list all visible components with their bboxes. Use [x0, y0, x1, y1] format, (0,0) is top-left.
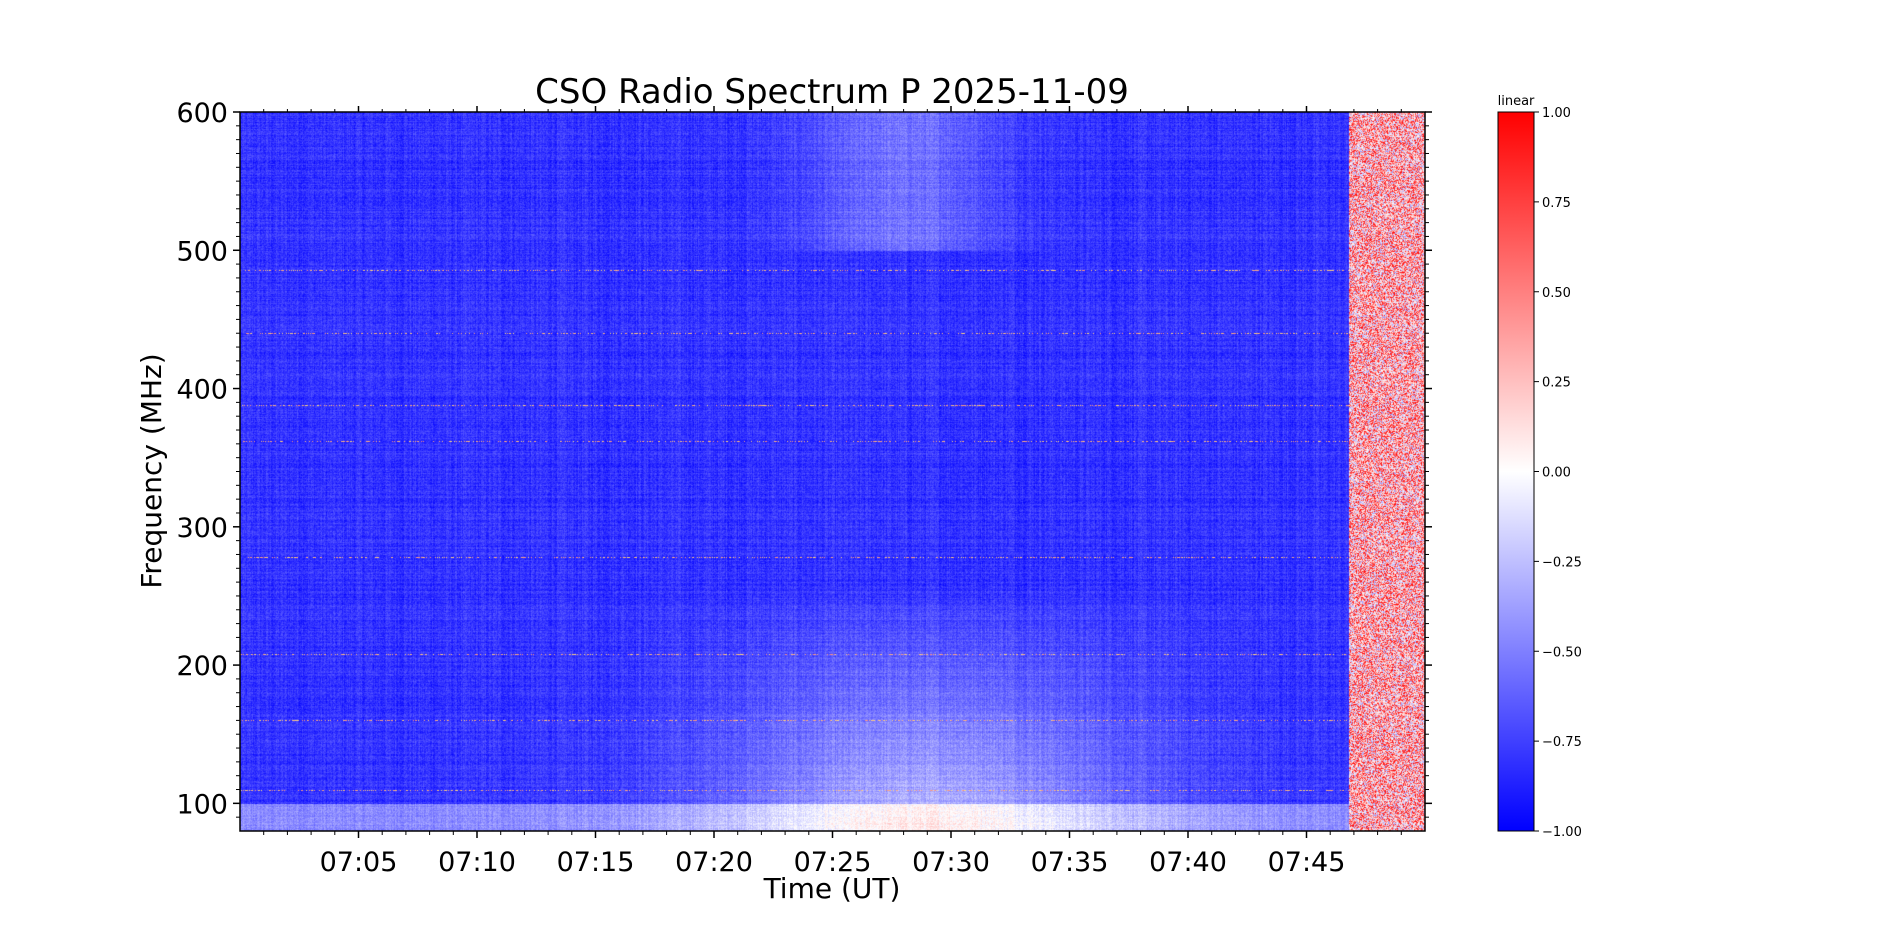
- y-tick-label: 400: [176, 375, 228, 406]
- x-tick-label: 07:45: [1268, 847, 1346, 878]
- colorbar-tick-label: 0.00: [1542, 466, 1571, 481]
- y-tick-label: 100: [176, 789, 228, 820]
- colorbar-label: linear: [1498, 94, 1535, 109]
- y-tick-label: 500: [176, 236, 228, 267]
- x-tick-label: 07:15: [557, 847, 635, 878]
- x-tick-label: 07:30: [912, 847, 990, 878]
- colorbar-tick-label: 0.75: [1542, 196, 1571, 211]
- y-tick-label: 200: [176, 651, 228, 682]
- x-tick-label: 07:25: [794, 847, 872, 878]
- colorbar-gradient: [1497, 111, 1535, 832]
- colorbar-ticks: 1.00 0.75 0.50 0.25 0.00 −0.25 −0.50 −0.75 −1.00: [1534, 106, 1582, 840]
- colorbar-tick-label: 1.00: [1542, 106, 1571, 121]
- colorbar: linear 1.00 0.75 0.50 0.25 0.00 −0.25 −0.50 −0.…: [1497, 94, 1582, 840]
- x-axis-label: Time (UT): [763, 872, 901, 905]
- x-tick-label: 07:40: [1149, 847, 1227, 878]
- x-tick-label: 07:20: [675, 847, 753, 878]
- x-tick-label: 07:10: [438, 847, 516, 878]
- x-axis-ticks: 07:05 07:10 07:15 07:20 07:25 07:30 07:35 07:40…: [263, 106, 1402, 878]
- spectrogram-image-holder: [240, 112, 1425, 831]
- x-tick-label: 07:05: [320, 847, 398, 878]
- colorbar-tick-label: −0.25: [1542, 555, 1582, 570]
- colorbar-tick-label: 0.50: [1542, 286, 1571, 301]
- spectrogram-image: [240, 112, 1425, 831]
- y-tick-label: 300: [176, 513, 228, 544]
- colorbar-tick-label: 0.25: [1542, 376, 1571, 391]
- y-axis-label: Frequency (MHz): [135, 353, 168, 588]
- y-tick-label: 600: [176, 98, 228, 129]
- x-tick-label: 07:35: [1031, 847, 1109, 878]
- y-axis-ticks: 100 200 300 400 500 600: [176, 98, 1432, 820]
- colorbar-tick-label: −0.50: [1542, 645, 1582, 660]
- colorbar-tick-label: −0.75: [1542, 735, 1582, 750]
- chart-title: CSO Radio Spectrum P 2025-11-09: [535, 72, 1129, 112]
- colorbar-tick-label: −1.00: [1542, 825, 1582, 840]
